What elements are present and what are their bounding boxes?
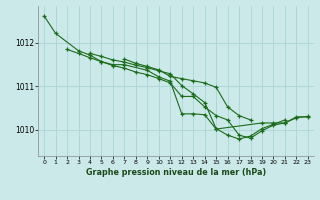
X-axis label: Graphe pression niveau de la mer (hPa): Graphe pression niveau de la mer (hPa) (86, 168, 266, 177)
